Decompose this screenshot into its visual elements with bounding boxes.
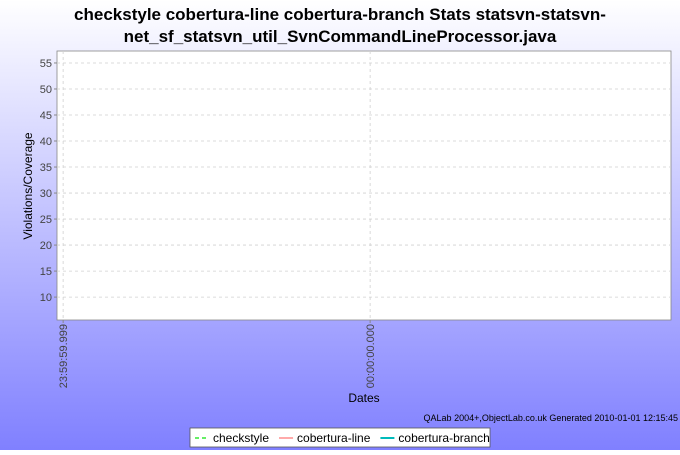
y-tick-label: 20 bbox=[40, 240, 52, 252]
x-tick-label: 23:59:59.999 bbox=[58, 324, 70, 388]
legend-label: cobertura-line bbox=[297, 431, 371, 445]
plot-area bbox=[56, 50, 672, 321]
legend-label: checkstyle bbox=[213, 431, 269, 445]
y-tick-label: 50 bbox=[40, 84, 52, 96]
y-tick-label: 40 bbox=[40, 136, 52, 148]
footer: QALab 2004+,ObjectLab.co.uk Generated 20… bbox=[424, 413, 678, 423]
y-tick-label: 55 bbox=[40, 58, 52, 70]
x-tick-label: 00:00:00.000 bbox=[365, 324, 377, 388]
chart-title: checkstyle cobertura-line cobertura-bran… bbox=[74, 5, 606, 46]
y-tick-label: 30 bbox=[40, 188, 52, 200]
y-tick-label: 35 bbox=[40, 162, 52, 174]
y-tick-label: 10 bbox=[40, 292, 52, 304]
x-axis-label: Dates bbox=[348, 391, 379, 405]
legend-label: cobertura-branch bbox=[398, 431, 489, 445]
y-tick-label: 15 bbox=[40, 266, 52, 278]
legend-box bbox=[189, 427, 491, 448]
y-tick-label: 25 bbox=[40, 214, 52, 226]
y-tick-label: 45 bbox=[40, 110, 52, 122]
y-axis-label: Violations/Coverage bbox=[21, 132, 35, 240]
